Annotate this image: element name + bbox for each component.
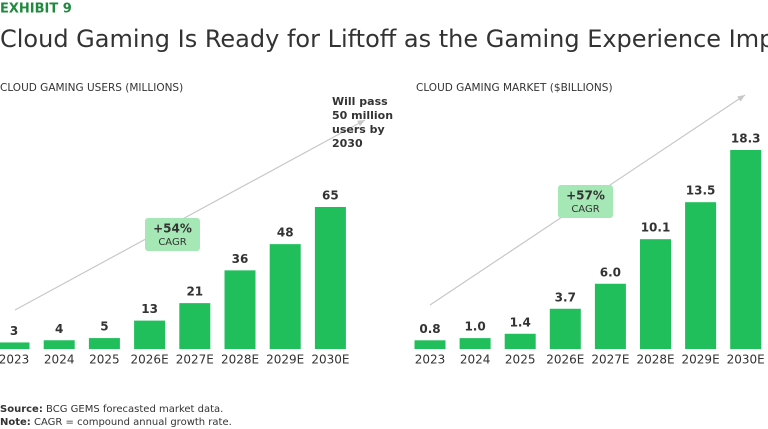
value-label: 10.1 — [641, 221, 671, 235]
value-label: 13 — [141, 302, 158, 316]
value-label: 3.7 — [555, 290, 576, 304]
arrow-head — [357, 120, 365, 127]
cagr-value: +57% — [566, 189, 605, 203]
exhibit-label: EXHIBIT 9 — [0, 2, 72, 17]
x-tick-label: 2027E — [176, 353, 214, 367]
note-label: Note: — [0, 417, 31, 428]
x-tick-label: 2025 — [505, 353, 536, 367]
value-label: 1.0 — [464, 320, 485, 334]
value-label: 65 — [322, 189, 339, 203]
bar — [504, 333, 536, 349]
x-tick-label: 2023 — [0, 353, 29, 367]
x-tick-label: 2024 — [44, 353, 75, 367]
value-label: 0.8 — [419, 322, 440, 336]
value-label: 4 — [55, 322, 63, 336]
source: Source: BCG GEMS forecasted market data. — [0, 404, 223, 415]
x-tick-label: 2029E — [266, 353, 304, 367]
chart-title: CLOUD GAMING USERS (MILLIONS) — [0, 82, 183, 94]
x-tick-label: 2030E — [727, 353, 765, 367]
cagr-value: +54% — [153, 222, 192, 236]
bar — [314, 207, 346, 349]
annotation: users by — [332, 123, 385, 136]
value-label: 13.5 — [686, 184, 716, 198]
bar — [459, 338, 491, 349]
cagr-label: CAGR — [571, 204, 599, 215]
value-label: 36 — [232, 252, 249, 266]
bar — [640, 239, 671, 349]
bar — [0, 342, 30, 349]
source-label: Source: — [0, 404, 43, 415]
arrow-head — [737, 95, 745, 102]
trend-arrow — [14, 119, 366, 311]
annotation: 50 million — [332, 109, 393, 122]
bar — [224, 270, 256, 349]
bar — [730, 150, 762, 349]
x-tick-label: 2029E — [682, 353, 720, 367]
bar — [269, 244, 301, 349]
cagr-box — [558, 185, 613, 218]
bar — [594, 283, 626, 349]
x-tick-label: 2027E — [591, 353, 629, 367]
bar — [685, 202, 717, 349]
x-tick-label: 2023 — [415, 353, 446, 367]
cagr-label: CAGR — [158, 237, 186, 248]
chart-title: CLOUD GAMING MARKET ($BILLIONS) — [416, 82, 613, 94]
note: Note: CAGR = compound annual growth rate… — [0, 417, 232, 428]
page-title: Cloud Gaming Is Ready for Liftoff as the… — [0, 25, 768, 53]
x-tick-label: 2030E — [311, 353, 349, 367]
value-label: 18.3 — [731, 132, 761, 146]
x-tick-label: 2025 — [89, 353, 120, 367]
bar — [414, 340, 446, 349]
source-text: BCG GEMS forecasted market data. — [46, 404, 223, 415]
x-tick-label: 2026E — [546, 353, 584, 367]
value-label: 1.4 — [510, 315, 531, 329]
bar — [88, 338, 120, 349]
x-tick-label: 2028E — [221, 353, 259, 367]
value-label: 5 — [100, 320, 108, 334]
bar — [43, 340, 75, 349]
value-label: 3 — [10, 324, 18, 338]
annotation: Will pass — [332, 95, 388, 108]
note-text: CAGR = compound annual growth rate. — [34, 417, 232, 428]
annotation: 2030 — [332, 137, 363, 150]
x-tick-label: 2028E — [636, 353, 674, 367]
x-tick-label: 2026E — [131, 353, 169, 367]
bar — [179, 303, 211, 349]
x-tick-label: 2024 — [460, 353, 491, 367]
cagr-box — [145, 218, 200, 251]
value-label: 6.0 — [600, 265, 621, 279]
bar — [549, 308, 581, 349]
value-label: 21 — [186, 285, 203, 299]
value-label: 48 — [277, 226, 294, 240]
bar — [134, 320, 166, 349]
